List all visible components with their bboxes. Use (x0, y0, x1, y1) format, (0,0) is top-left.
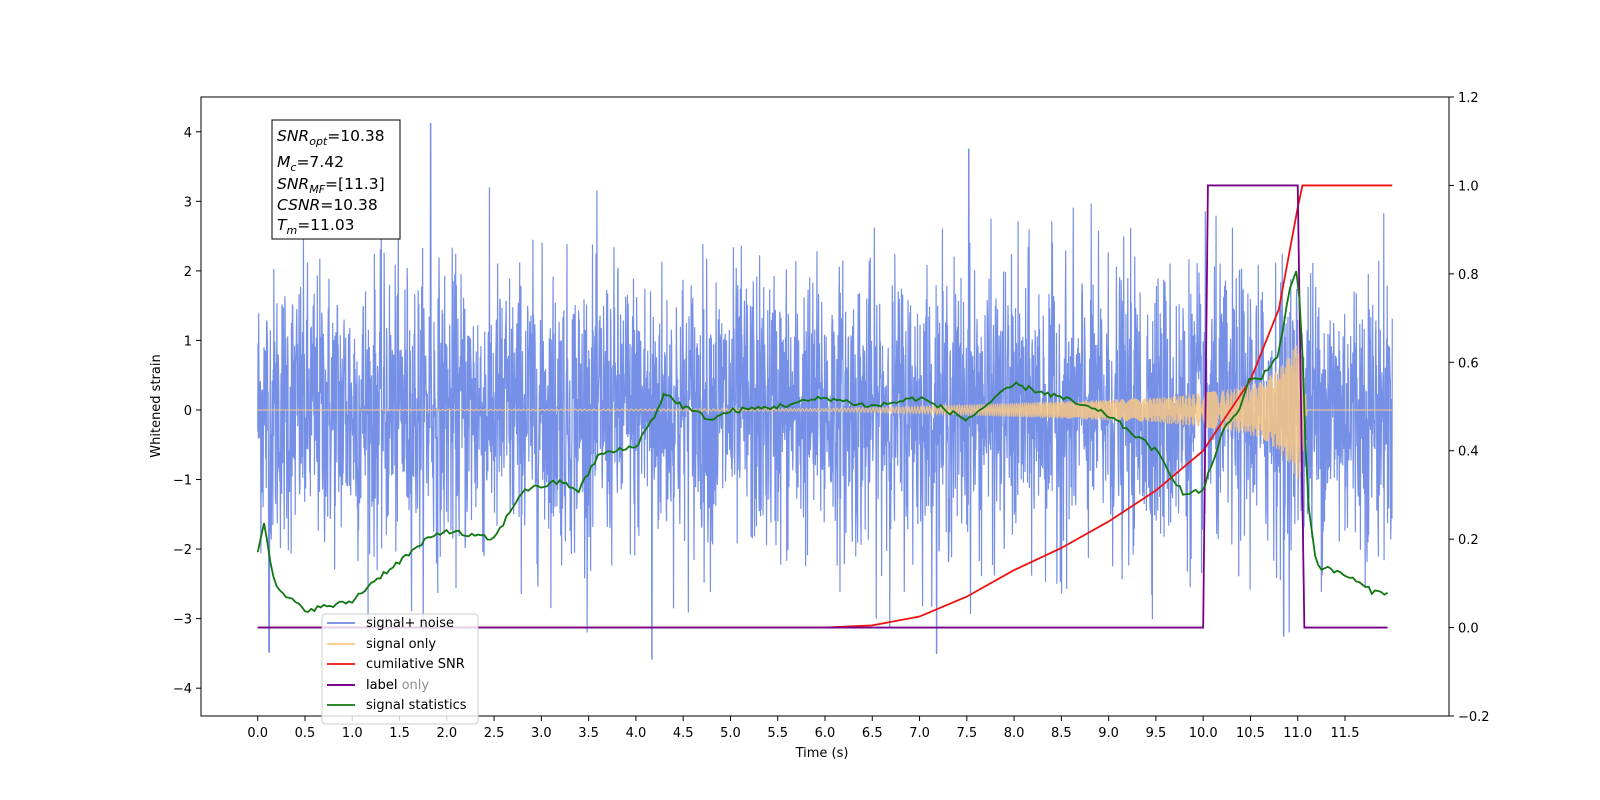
x-tick-label: 4.0 (626, 726, 647, 741)
x-tick-label: 2.5 (484, 726, 505, 741)
x-tick-label: 6.5 (862, 726, 883, 741)
x-tick-label: 7.5 (956, 726, 977, 741)
y2-tick-label: 0.0 (1458, 622, 1479, 637)
x-tick-label: 3.0 (531, 726, 552, 741)
legend-label: signal+ noise (366, 616, 454, 631)
y-tick-label: −4 (173, 682, 192, 697)
x-tick-label: 8.0 (1004, 726, 1025, 741)
annotation-csnr: CSNR=10.38 (277, 196, 378, 214)
series-cumulative-snr (257, 184, 1393, 629)
annotation-snr-opt: SNRopt=10.38 (277, 127, 385, 148)
y-tick-label: −3 (173, 613, 192, 628)
series-signal-only (257, 345, 1393, 480)
legend-frame (321, 613, 479, 725)
y-tick-label: −1 (173, 474, 192, 489)
x-tick-label: 8.5 (1051, 726, 1072, 741)
y2-tick-label: 0.2 (1458, 533, 1479, 548)
series-layer (256, 122, 1393, 660)
series-signal-noise (257, 122, 1393, 660)
y2-tick-label: 1.0 (1458, 179, 1479, 194)
y2-tick-label: 1.2 (1458, 91, 1479, 106)
x-tick-label: 9.0 (1098, 726, 1119, 741)
x-tick-label: 11.0 (1283, 726, 1312, 741)
y2-tick-label: 0.8 (1458, 268, 1479, 283)
y-axis-right: 1.2 1.0 0.8 0.6 0.4 0.2 0.0 −0.2 (1449, 91, 1490, 725)
x-tick-label: 11.5 (1331, 726, 1360, 741)
annotation-tm: Tm=11.03 (277, 216, 355, 237)
x-tick-label: 6.0 (815, 726, 836, 741)
y-tick-label: 4 (184, 126, 192, 141)
y2-tick-label: 0.6 (1458, 356, 1479, 371)
y-tick-label: −2 (173, 543, 192, 558)
annotation-snr-mf: SNRMF=[11.3] (277, 175, 385, 196)
y2-tick-label: 0.4 (1458, 445, 1479, 460)
y-tick-label: 1 (184, 334, 192, 349)
legend: signal+ noise signal only cumilative SNR la… (321, 613, 479, 725)
x-tick-label: 7.0 (909, 726, 930, 741)
x-axis-label: Time (s) (795, 746, 849, 761)
series-label (257, 184, 1388, 629)
legend-label: label only (366, 678, 429, 693)
annotation-frame (271, 119, 401, 240)
y-tick-label: 0 (184, 404, 192, 419)
x-tick-label: 5.5 (767, 726, 788, 741)
legend-label: signal only (366, 637, 436, 652)
x-tick-label: 9.5 (1146, 726, 1167, 741)
series-signal-statistics (256, 270, 1389, 614)
y-tick-label: 2 (184, 265, 192, 280)
y-axis-label: Whitened strain (149, 354, 164, 457)
y-tick-label: 3 (184, 195, 192, 210)
annotation-box: SNRopt=10.38 Mc=7.42 SNRMF=[11.3] CSNR=1… (271, 119, 401, 240)
x-tick-label: 10.5 (1236, 726, 1265, 741)
legend-label: label (366, 678, 397, 693)
x-tick-label: 3.5 (578, 726, 599, 741)
annotation-mc: Mc=7.42 (277, 153, 344, 174)
x-tick-label: 1.0 (342, 726, 363, 741)
y2-tick-label: −0.2 (1458, 710, 1490, 725)
x-tick-label: 0.0 (247, 726, 268, 741)
x-tick-label: 2.0 (436, 726, 457, 741)
y-axis-left: 4 3 2 1 0 −1 −2 −3 −4 (173, 126, 201, 697)
x-tick-label: 4.5 (673, 726, 694, 741)
x-tick-label: 5.0 (720, 726, 741, 741)
x-tick-label: 1.5 (389, 726, 410, 741)
legend-label: signal statistics (366, 698, 467, 713)
x-tick-label: 0.5 (295, 726, 316, 741)
legend-label: cumilative SNR (366, 657, 465, 672)
x-tick-label: 10.0 (1189, 726, 1218, 741)
x-axis: 0.0 0.5 1.0 1.5 2.0 2.5 3.0 3.5 4.0 4.5 5.0 5.5 6.0 6… (247, 716, 1359, 741)
